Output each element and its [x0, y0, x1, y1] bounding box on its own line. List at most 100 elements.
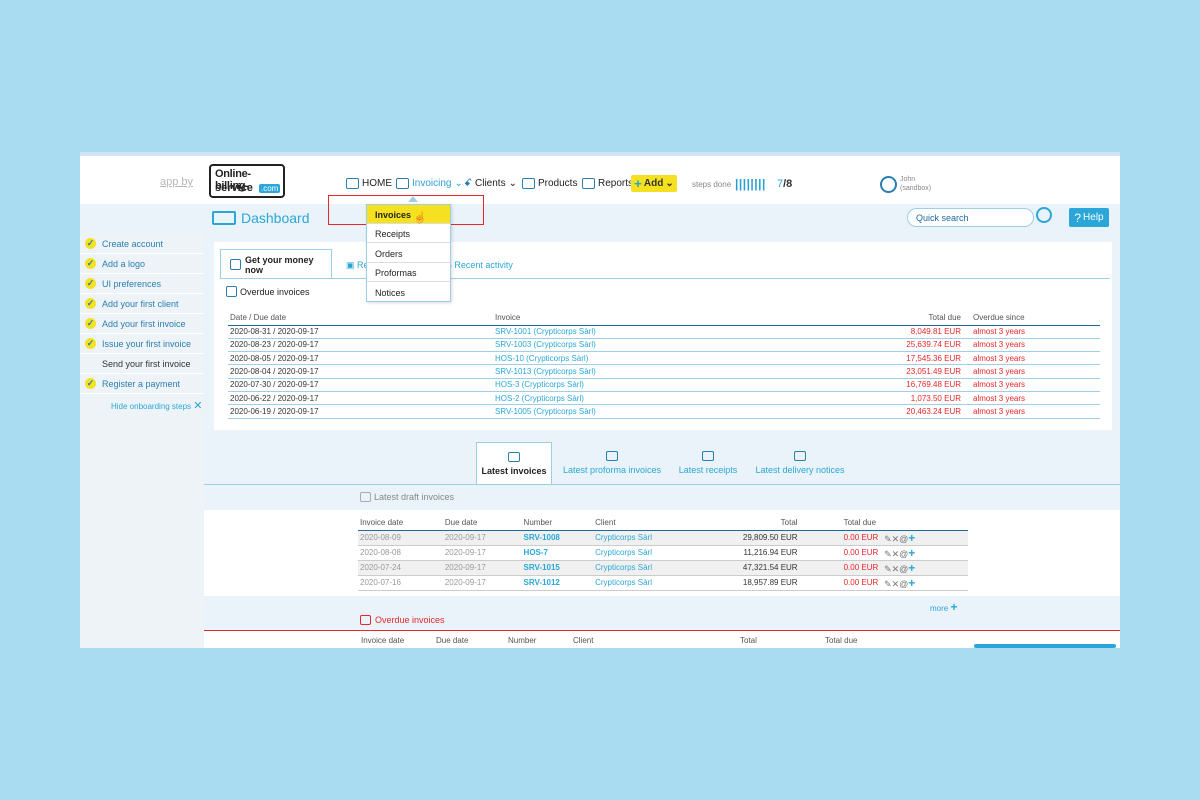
tab-re[interactable]: ▣ Re [346, 260, 369, 271]
invoice-link[interactable]: SRV-1001 (Crypticorps Sàrl) [493, 325, 873, 339]
onboarding-step[interactable]: ✓ UI preferences [80, 274, 204, 294]
edit-icon[interactable]: ✎ [884, 533, 892, 544]
invoice-number-link[interactable]: SRV-1015 [521, 560, 594, 576]
invoice-link[interactable]: HOS-3 (Crypticorps Sàrl) [493, 378, 873, 392]
menu-item-orders[interactable]: Orders [367, 244, 450, 263]
date-cell: 2020-08-23 / 2020-09-17 [228, 338, 493, 353]
menu-item-receipts[interactable]: Receipts [367, 224, 450, 243]
email-icon[interactable]: @ [899, 533, 909, 544]
tab-latest-proforma-invoices[interactable]: Latest proforma invoices [560, 442, 664, 484]
hide-onboarding-link[interactable]: Hide onboarding steps ✕ [111, 399, 203, 412]
user-avatar-icon[interactable] [880, 176, 897, 193]
delete-icon[interactable]: ✕ [891, 578, 900, 589]
overdue-since-cell: almost 3 years [963, 338, 1100, 353]
check-icon: ✓ [85, 278, 96, 289]
email-icon[interactable]: @ [899, 548, 909, 559]
delete-icon[interactable]: ✕ [891, 563, 900, 574]
logo[interactable]: Online-billing- service .com [209, 164, 285, 198]
nav-clients[interactable]: ꗃ Clients ⌄ [464, 178, 517, 189]
nav-invoicing[interactable]: Invoicing ⌄ [396, 178, 463, 189]
subheader: Dashboard Quick search ? Help [80, 204, 1120, 234]
date-cell: 2020-06-19 / 2020-09-17 [228, 404, 493, 419]
plus-icon: + [634, 176, 642, 191]
app-by-link[interactable]: app by [160, 176, 194, 188]
tab-get-your-money-now[interactable]: Get your money now [220, 249, 332, 279]
steps-done: 7 [777, 178, 784, 190]
onboarding-sidebar: ✓ Create account ✓ Add a logo ✓ UI preferen… [80, 234, 204, 648]
column-header: Total [685, 515, 800, 531]
plus-icon[interactable]: + [908, 575, 916, 590]
steps-total: /8 [783, 178, 793, 190]
plus-icon[interactable]: + [908, 545, 916, 560]
onboarding-step[interactable]: ✓ Register a payment [80, 374, 204, 394]
check-icon: ✓ [85, 298, 96, 309]
user-menu[interactable]: John (sandbox) [900, 175, 931, 193]
delete-icon[interactable]: ✕ [891, 533, 900, 544]
add-label: Add [643, 178, 664, 189]
step-label: Issue your first invoice [102, 338, 192, 349]
client-link[interactable]: Crypticorps Sàrl [593, 560, 686, 576]
onboarding-step[interactable]: Send your first invoice [80, 354, 204, 374]
onboarding-step[interactable]: ✓ Create account [80, 234, 204, 254]
tab-recent-activity[interactable]: ◷ Recent activity [444, 260, 513, 271]
overdue-divider [204, 630, 1120, 631]
email-icon[interactable]: @ [899, 563, 909, 574]
client-link[interactable]: Crypticorps Sàrl [593, 575, 686, 591]
plus-icon[interactable]: + [908, 560, 916, 575]
email-icon[interactable]: @ [899, 578, 909, 589]
invoice-link[interactable]: SRV-1013 (Crypticorps Sàrl) [493, 364, 873, 379]
total-due-cell: 0.00 EUR [799, 530, 883, 546]
tab-latest-receipts[interactable]: Latest receipts [674, 442, 742, 484]
nav-invoicing-label: Invoicing [412, 178, 452, 189]
latest-tabs: Latest invoices Latest proforma invoices… [204, 442, 1120, 488]
more-label: more [930, 604, 949, 613]
invoice-number-link[interactable]: HOS-7 [521, 545, 594, 561]
invoicing-dropdown-menu: Invoices ☝ Receipts Orders Proformas Noti… [366, 204, 451, 302]
help-button[interactable]: ? Help [1069, 208, 1109, 227]
onboarding-step[interactable]: ✓ Add your first client [80, 294, 204, 314]
tab-latest-invoices[interactable]: Latest invoices [476, 442, 552, 484]
menu-item-notices[interactable]: Notices [367, 283, 450, 302]
row-actions: ✎✕@+ [882, 575, 968, 591]
search-input[interactable]: Quick search [907, 208, 1034, 227]
tab-label: Latest receipts [678, 465, 738, 475]
menu-item-proformas[interactable]: Proformas [367, 263, 450, 282]
invoice-link[interactable]: SRV-1005 (Crypticorps Sàrl) [493, 404, 873, 419]
invoice-link[interactable]: HOS-2 (Crypticorps Sàrl) [493, 391, 873, 406]
delete-icon[interactable]: ✕ [891, 548, 900, 559]
client-link[interactable]: Crypticorps Sàrl [593, 530, 686, 546]
invoice-link[interactable]: SRV-1003 (Crypticorps Sàrl) [493, 338, 873, 353]
nav-home[interactable]: HOME [346, 178, 392, 189]
table-row: 2020-08-04 / 2020-09-17 SRV-1013 (Cryptic… [228, 364, 1100, 379]
chevron-down-icon: ⌄ [454, 178, 463, 189]
onboarding-step[interactable]: ✓ Add your first invoice [80, 314, 204, 334]
search-icon[interactable] [1036, 207, 1052, 223]
overdue-icon [360, 615, 371, 625]
tab-label: Latest delivery notices [755, 465, 845, 475]
total-due-cell: 0.00 EUR [799, 575, 883, 591]
client-link[interactable]: Crypticorps Sàrl [593, 545, 686, 561]
invoice-number-link[interactable]: SRV-1012 [521, 575, 594, 591]
tab-latest-delivery-notices[interactable]: Latest delivery notices [752, 442, 848, 484]
nav-reports[interactable]: Reports [582, 178, 633, 189]
edit-icon[interactable]: ✎ [884, 578, 892, 589]
menu-item-invoices[interactable]: Invoices ☝ [367, 205, 450, 224]
onboarding-step[interactable]: ✓ Issue your first invoice [80, 334, 204, 354]
more-link[interactable]: more + [930, 600, 957, 614]
plus-icon[interactable]: + [908, 530, 916, 545]
onboarding-step[interactable]: ✓ Add a logo [80, 254, 204, 274]
table-row: 2020-08-05 / 2020-09-17 HOS-10 (Crypticor… [228, 351, 1100, 366]
invoice-number-link[interactable]: SRV-1008 [521, 530, 594, 546]
overdue-since-cell: almost 3 years [963, 391, 1100, 406]
nav-products[interactable]: Products [522, 178, 577, 189]
scroll-indicator [974, 644, 1116, 648]
reports-icon [582, 178, 595, 189]
edit-icon[interactable]: ✎ [884, 563, 892, 574]
logo-suffix: .com [259, 184, 281, 193]
invoice-link[interactable]: HOS-10 (Crypticorps Sàrl) [493, 351, 873, 366]
add-button[interactable]: + Add ⌄ [631, 175, 677, 192]
edit-icon[interactable]: ✎ [884, 548, 892, 559]
total-cell: 11,216.94 EUR [685, 545, 800, 561]
logo-line1: Online-billing- [215, 168, 251, 192]
check-icon: ✓ [85, 378, 96, 389]
